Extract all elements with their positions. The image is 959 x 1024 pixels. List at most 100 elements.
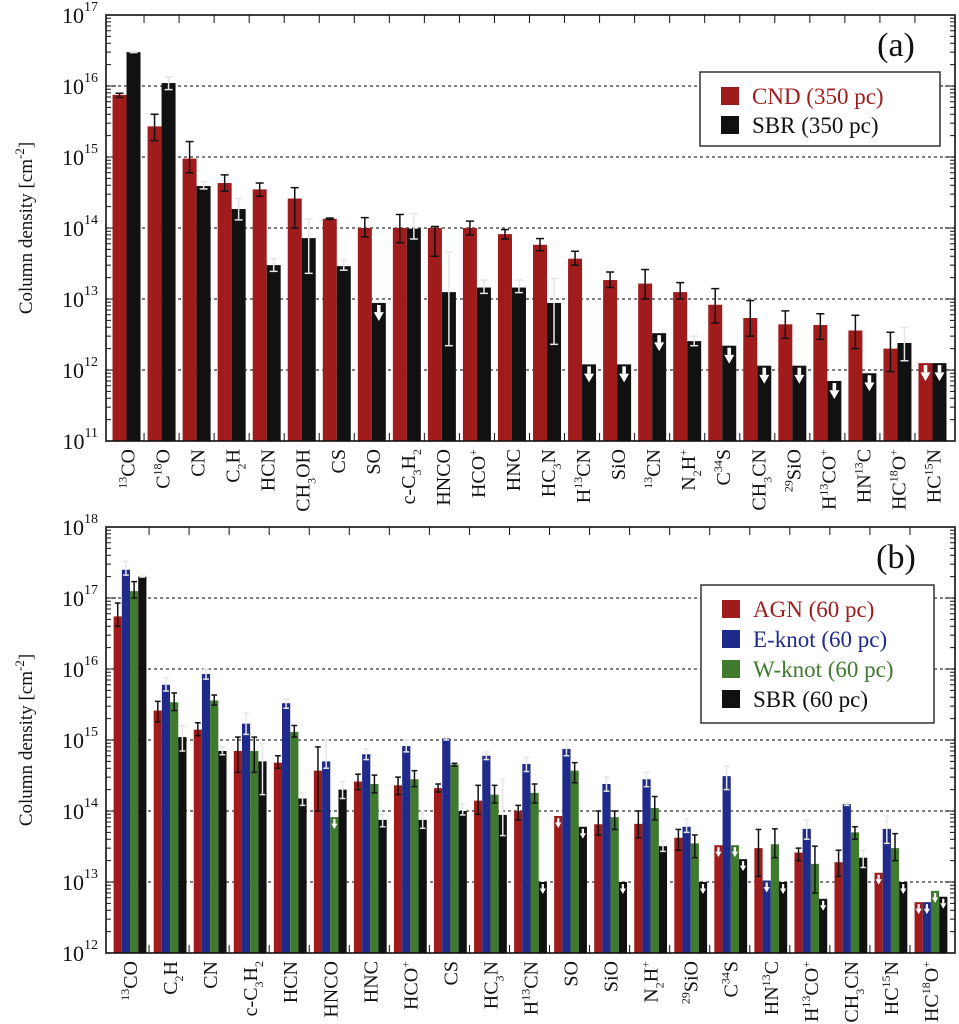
panel-tag: (b) bbox=[876, 539, 916, 576]
bar bbox=[538, 882, 547, 953]
category-label-part: 3 bbox=[492, 975, 506, 981]
bar bbox=[357, 228, 372, 441]
bar bbox=[353, 781, 363, 953]
category-label: SO bbox=[561, 961, 583, 987]
bar bbox=[153, 710, 162, 953]
bar bbox=[932, 363, 947, 441]
category-label: HCO+ bbox=[398, 961, 422, 1010]
bar bbox=[402, 746, 411, 953]
category-label-part: 34 bbox=[719, 972, 733, 984]
bar bbox=[554, 816, 563, 953]
bar bbox=[874, 872, 883, 953]
category-label: C2H bbox=[160, 961, 186, 995]
category-label-part: 3 bbox=[853, 989, 867, 995]
upper-limit-arrow-shaft bbox=[797, 367, 802, 375]
bar bbox=[378, 819, 387, 953]
category-label-part: HNC bbox=[503, 449, 525, 491]
category-label: CN bbox=[200, 961, 222, 989]
category-label-part: C bbox=[721, 984, 743, 997]
y-tick-exponent: 16 bbox=[84, 71, 98, 86]
y-tick-label: 1014 bbox=[62, 213, 98, 241]
category-label: SiO bbox=[608, 449, 630, 480]
y-tick-label: 1011 bbox=[63, 426, 98, 454]
y-tick-exponent: 18 bbox=[84, 512, 98, 527]
upper-limit-arrow-icon bbox=[920, 372, 931, 382]
category-label: HC3N bbox=[538, 449, 564, 497]
category-label: N2H+ bbox=[639, 961, 667, 1003]
y-tick-label: 1013 bbox=[62, 867, 98, 895]
y-tick-exponent: 15 bbox=[84, 142, 98, 157]
upper-limit-arrow-shaft bbox=[741, 861, 745, 866]
bar bbox=[474, 800, 483, 953]
legend-box bbox=[699, 71, 941, 147]
upper-limit-arrow-icon bbox=[579, 833, 586, 839]
category-label-part: CH bbox=[293, 484, 315, 512]
legend-swatch bbox=[722, 600, 740, 618]
category-label-part: 2 bbox=[410, 449, 424, 455]
category-label: C18O bbox=[151, 449, 175, 489]
bar bbox=[126, 52, 141, 441]
y-axis-label: Column density [cm-2] bbox=[12, 142, 37, 314]
upper-limit-arrow-shaft bbox=[902, 884, 905, 889]
category-label-part: CS bbox=[328, 449, 350, 473]
bar bbox=[602, 784, 611, 953]
upper-limit-arrow-shaft bbox=[925, 904, 928, 909]
category-label-part: 2 bbox=[690, 470, 704, 476]
y-tick-exponent: 12 bbox=[84, 355, 98, 370]
bar bbox=[754, 848, 763, 953]
y-tick-label: 1016 bbox=[62, 71, 98, 99]
bar bbox=[722, 776, 731, 953]
category-label-part: 2 bbox=[235, 463, 249, 469]
bar bbox=[914, 902, 923, 953]
category-label-part: CH bbox=[748, 483, 770, 511]
category-label: H13CO+ bbox=[799, 961, 823, 1022]
bar bbox=[594, 824, 603, 953]
upper-limit-arrow-shaft bbox=[581, 828, 584, 834]
bar bbox=[682, 826, 691, 953]
legend-label: W-knot (60 pc) bbox=[753, 657, 894, 682]
bar bbox=[210, 700, 219, 953]
category-label-part: C bbox=[853, 449, 875, 462]
bar bbox=[370, 784, 379, 953]
category-label-part: N bbox=[538, 449, 560, 463]
bar bbox=[918, 363, 933, 441]
bar bbox=[362, 754, 371, 953]
y-tick-label: 1017 bbox=[62, 0, 98, 28]
bar bbox=[258, 761, 267, 953]
y-tick-exponent: 13 bbox=[84, 284, 98, 299]
category-label: HC3N bbox=[480, 961, 506, 1009]
bar bbox=[458, 811, 467, 953]
category-label-part: CO bbox=[801, 968, 823, 996]
y-tick-base: 10 bbox=[62, 145, 84, 170]
category-label-part: 3 bbox=[410, 469, 424, 475]
bar bbox=[233, 750, 242, 953]
upper-limit-arrow-shaft bbox=[822, 900, 825, 906]
bar bbox=[182, 158, 197, 442]
upper-limit-arrow-icon bbox=[724, 354, 735, 364]
bar bbox=[770, 844, 779, 953]
category-label-part: 3 bbox=[760, 477, 774, 483]
bar bbox=[778, 324, 793, 441]
y-tick-base: 10 bbox=[62, 870, 84, 895]
category-label-part: + bbox=[676, 449, 690, 456]
category-label-part: SiO bbox=[601, 961, 623, 992]
bar bbox=[138, 576, 147, 953]
category-label: SO bbox=[363, 449, 385, 475]
category-label-part: N bbox=[480, 961, 502, 975]
upper-limit-arrow-icon bbox=[584, 373, 595, 383]
y-tick-base: 10 bbox=[62, 799, 84, 824]
upper-limit-arrow-shaft bbox=[541, 884, 544, 889]
category-label-part: H bbox=[398, 455, 420, 469]
bar bbox=[201, 674, 211, 953]
y-axis-label-text: Column density [cm bbox=[16, 671, 37, 826]
bar bbox=[708, 304, 723, 441]
category-label: SiO bbox=[601, 961, 623, 992]
y-tick-exponent: 14 bbox=[84, 796, 98, 811]
bar bbox=[392, 228, 407, 441]
category-label: 29SiO bbox=[679, 961, 703, 1004]
bar bbox=[112, 94, 127, 441]
bar bbox=[427, 228, 442, 441]
category-label-part: OH bbox=[293, 449, 315, 478]
category-label-part: SiO bbox=[783, 449, 805, 480]
